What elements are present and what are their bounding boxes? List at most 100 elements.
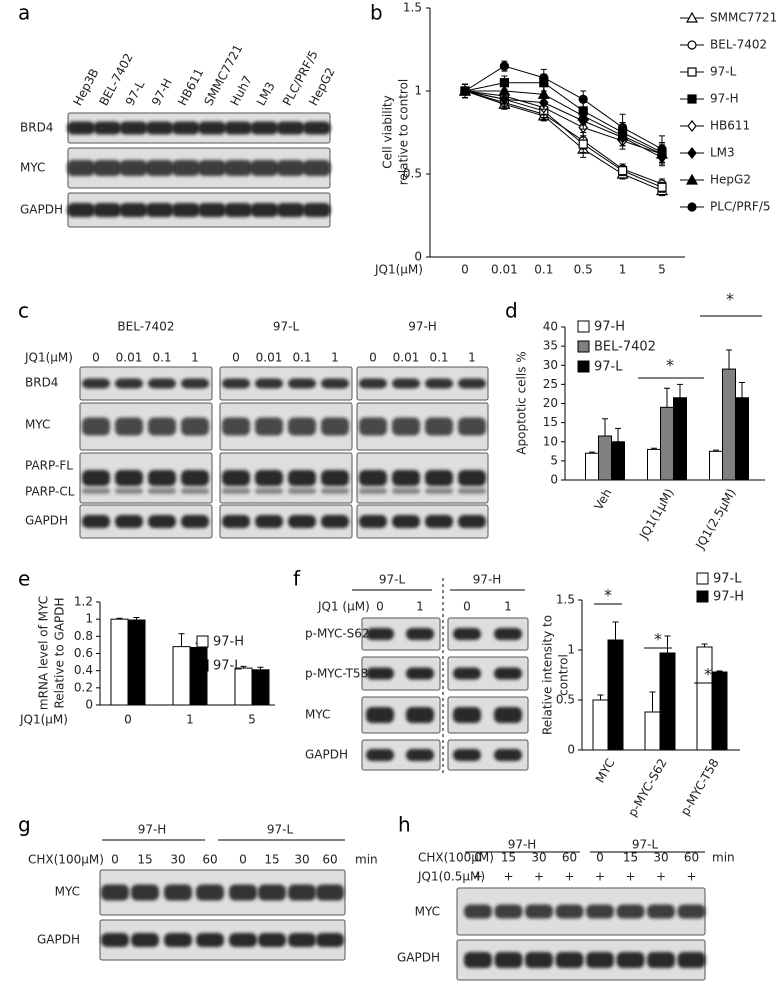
- panel-label: d: [505, 299, 518, 323]
- error-bar: [651, 447, 657, 450]
- lane-label: 97-L: [123, 78, 148, 108]
- panel-label: g: [18, 813, 31, 837]
- time-label: 60: [202, 853, 217, 867]
- blot-band: [406, 628, 434, 640]
- legend-label: 97-L: [710, 65, 737, 79]
- dose-label: 0.01: [256, 351, 283, 365]
- error-bar: [133, 616, 140, 621]
- error-bar: [726, 349, 732, 370]
- blot-band: [392, 515, 420, 528]
- row-label: BRD4: [20, 121, 53, 135]
- blot-band: [288, 884, 316, 901]
- x-tick-label: p-MYC-T58: [678, 756, 722, 818]
- blot-band: [366, 749, 394, 761]
- blot-band: [453, 628, 481, 640]
- significance-star: *: [654, 630, 662, 649]
- marker: [460, 86, 470, 96]
- blot-band: [425, 515, 453, 528]
- x-tick-label: Veh: [591, 486, 614, 512]
- dose-label: 0.1: [429, 351, 448, 365]
- y-tick-label: 0: [414, 250, 422, 264]
- blot-band: [229, 933, 257, 947]
- row-label: MYC: [415, 905, 440, 919]
- blot-band: [586, 904, 614, 919]
- legend-swatch: [696, 590, 709, 603]
- blot-band: [464, 952, 492, 968]
- blot-band: [616, 904, 645, 919]
- blot-band: [198, 121, 226, 135]
- y-axis-title: relative to control: [397, 79, 411, 186]
- x-tick-label: 0.5: [574, 263, 593, 277]
- error-bar: [240, 665, 247, 669]
- marker: [657, 182, 667, 192]
- error-bar: [116, 617, 123, 620]
- bar: [127, 619, 146, 706]
- blot-band: [458, 488, 486, 494]
- dose-label: 0.1: [292, 351, 311, 365]
- bar: [585, 452, 599, 481]
- legend-marker: [687, 147, 697, 159]
- marker: [578, 94, 588, 104]
- x-axis-title: JQ1(μM): [374, 263, 423, 277]
- error-bar: [739, 381, 745, 398]
- bar: [711, 671, 728, 751]
- cotreatment-mark: +: [686, 870, 696, 884]
- blot-band: [250, 121, 279, 135]
- bar: [722, 368, 736, 481]
- blot-band: [222, 417, 250, 436]
- marker: [617, 166, 628, 176]
- blot-frame: [219, 504, 353, 539]
- blot-band: [119, 160, 148, 176]
- dose-label: 0: [92, 351, 100, 365]
- legend-label: LM3: [710, 146, 735, 160]
- blot-band: [198, 203, 226, 217]
- y-tick-label: 0: [85, 698, 93, 712]
- row-label: PARP-CL: [25, 485, 75, 499]
- blot-frame: [356, 452, 489, 504]
- blot-band: [525, 904, 553, 919]
- blot-band: [67, 160, 95, 176]
- blot-band: [406, 667, 434, 680]
- y-axis-title: Apoptotic cells %: [515, 351, 529, 454]
- y-tick-label: 25: [543, 377, 558, 391]
- marker: [537, 88, 550, 99]
- y-tick-label: 1.5: [403, 1, 422, 15]
- x-tick-label: 0: [461, 263, 469, 277]
- time-label: 15: [623, 851, 638, 865]
- bar: [659, 652, 676, 751]
- blot-band: [198, 160, 226, 176]
- dose-label: 1: [331, 351, 339, 365]
- bar: [660, 406, 674, 481]
- blot-band: [148, 488, 176, 494]
- row-label: BRD4: [25, 376, 58, 390]
- legend-marker: [687, 40, 697, 50]
- error-bar: [178, 633, 185, 647]
- bar: [234, 667, 253, 706]
- y-tick-label: 0.4: [74, 663, 93, 677]
- blot-band: [677, 952, 706, 968]
- bar: [673, 397, 687, 481]
- blot-band: [302, 203, 331, 217]
- blot-band: [392, 417, 420, 436]
- significance-star: *: [726, 290, 734, 309]
- blot-band: [131, 933, 159, 947]
- legend-label: HepG2: [710, 173, 751, 187]
- blot-band: [302, 121, 331, 135]
- x-tick-label: 5: [658, 263, 666, 277]
- blot-frame: [79, 452, 213, 504]
- cotreatment-mark: +: [534, 870, 544, 884]
- y-axis-title: control: [557, 654, 571, 696]
- y-tick-label: 1: [567, 643, 575, 657]
- error-bar: [649, 691, 656, 712]
- blot-band: [115, 470, 143, 486]
- legend-swatch: [196, 659, 209, 672]
- blot-band: [222, 515, 250, 528]
- blot-band: [453, 707, 481, 723]
- series-line: [464, 65, 663, 150]
- marker: [657, 144, 667, 154]
- significance-star: *: [604, 586, 612, 605]
- row-label: MYC: [25, 418, 50, 432]
- treatment-label: CHX(100μM): [418, 851, 494, 865]
- y-tick-label: 1.5: [556, 593, 575, 607]
- marker: [539, 73, 549, 83]
